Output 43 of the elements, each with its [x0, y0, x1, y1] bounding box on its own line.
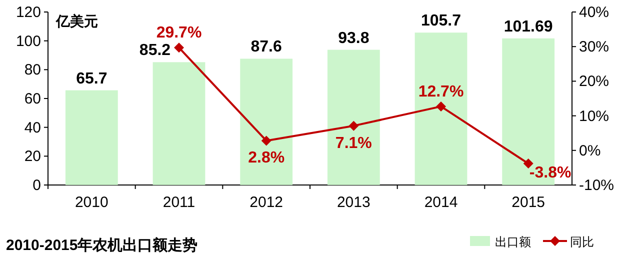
bar — [240, 58, 293, 185]
text: 2010-2015年农机出口额走势 — [6, 236, 198, 254]
x-tick-label: 2011 — [162, 194, 196, 211]
y2-tick-label: 20% — [579, 73, 610, 90]
data-label: 85.2 — [139, 42, 171, 60]
bar — [414, 32, 468, 185]
data-label: 29.7% — [156, 24, 202, 42]
data-label: 7.1% — [335, 134, 372, 152]
legend-label: 出口额 — [495, 235, 531, 249]
data-label: -3.8% — [529, 164, 572, 182]
point — [348, 120, 359, 131]
y-tick-label: 100 — [16, 32, 41, 50]
y2-tick-label: 30% — [579, 38, 610, 56]
data-label: 12.7% — [418, 83, 464, 100]
x-tick-label: 2010 — [74, 194, 108, 211]
bar — [152, 62, 206, 185]
y-tick-label: 20 — [24, 148, 41, 166]
y-tick-label: 120 — [16, 4, 41, 21]
y2-tick-label: 40% — [579, 4, 610, 21]
point — [436, 101, 446, 112]
point — [261, 136, 272, 146]
y-tick-label: 0 — [32, 177, 41, 194]
point — [174, 42, 184, 53]
y-tick-label: 40 — [24, 119, 41, 136]
y2-tick-label: 10% — [579, 108, 610, 125]
x-tick-label: 2012 — [250, 194, 284, 211]
data-label: 105.7 — [420, 12, 462, 30]
bar — [327, 50, 380, 185]
y-tick-label: 60 — [24, 90, 41, 108]
data-label: 2.8% — [248, 150, 285, 167]
legend-label: 同比 — [570, 235, 594, 249]
data-label: 65.7 — [76, 70, 108, 88]
data-label: 87.6 — [250, 38, 282, 56]
x-tick-label: 2014 — [424, 194, 458, 211]
bar — [65, 90, 118, 185]
y-tick-label: 80 — [24, 62, 41, 79]
y-axis-title: 亿美元 — [55, 13, 98, 29]
y2-tick-label: 0% — [579, 142, 601, 160]
x-tick-label: 2013 — [336, 194, 370, 211]
data-label: 101.69 — [504, 18, 553, 36]
x-tick-label: 2015 — [512, 194, 546, 211]
y2-tick-label: -10% — [579, 177, 614, 194]
data-label: 93.8 — [338, 30, 370, 47]
